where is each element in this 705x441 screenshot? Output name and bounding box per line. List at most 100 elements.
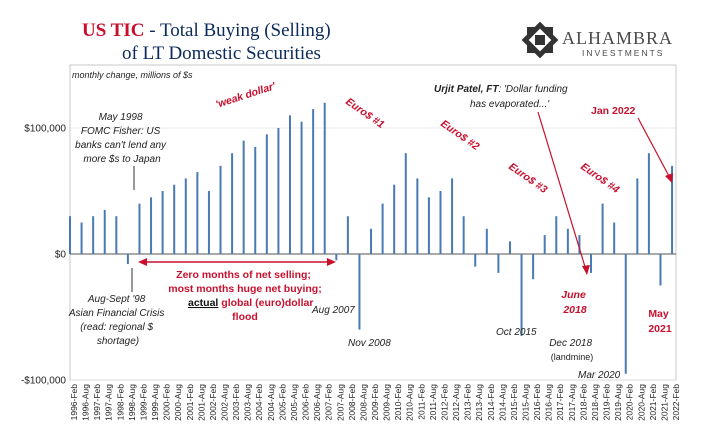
y-tick-label: -$100,000: [21, 376, 66, 387]
x-tick-label: 2018-Aug: [590, 384, 600, 421]
x-tick-label: 2011-Feb: [416, 384, 426, 420]
bar: [312, 109, 315, 254]
annotation-patel: Urjit Patel, FT: 'Dollar funding: [434, 84, 568, 95]
x-tick-label: 2020-Feb: [625, 384, 635, 421]
annotation-euro3: Euro$ #3: [506, 161, 549, 196]
x-tick-label: 2010-Feb: [393, 384, 403, 421]
logo-name: ALHAMBRA: [562, 28, 673, 48]
bar: [659, 254, 662, 286]
x-tick-label: 2009-Aug: [382, 384, 392, 421]
annotation-aug2007: Aug 2007: [311, 305, 355, 316]
patel-arrow: [537, 111, 587, 271]
annotation-nov2008: Nov 2008: [348, 338, 391, 349]
x-tick-label: 2000-Aug: [173, 384, 183, 421]
x-tick-label: 2020-Aug: [636, 384, 646, 421]
bar: [126, 254, 129, 265]
annotation-augsept98: Aug-Sept '98 Asian Financial Crisis (rea…: [68, 294, 167, 347]
bar: [80, 222, 83, 254]
bar: [138, 203, 141, 254]
bars: [69, 102, 674, 374]
x-tick-label: 2001-Aug: [196, 384, 206, 421]
x-tick-label: 2004-Aug: [266, 384, 276, 421]
jan2022-arrow-head: [665, 173, 673, 183]
bar: [115, 216, 118, 254]
x-tick-label: 2003-Feb: [231, 384, 241, 421]
bar: [335, 254, 338, 261]
x-tick-label: 1997-Feb: [92, 384, 102, 421]
annotation-euro1: Euro$ #1: [343, 96, 386, 131]
x-tick-label: 2021-Aug: [659, 384, 669, 421]
x-tick-label: 2003-Aug: [243, 384, 253, 421]
bar: [636, 178, 639, 254]
annotation-zero-months-4: flood: [232, 311, 258, 323]
annotation-euro4: Euro$ #4: [578, 161, 621, 196]
x-tick-label: 2014-Aug: [497, 384, 507, 421]
bar: [590, 254, 593, 273]
x-tick-label: 2007-Feb: [324, 384, 334, 421]
x-tick-label: 2002-Aug: [220, 384, 230, 421]
bar: [69, 216, 71, 254]
bar: [555, 216, 558, 254]
bar: [254, 146, 257, 254]
alhambra-star-icon: [521, 21, 559, 59]
annotation-dec2018: Dec 2018 (landmine): [549, 338, 595, 362]
bar: [242, 140, 245, 254]
arrow-head-right: [327, 258, 336, 266]
x-tick-label: 2001-Feb: [185, 384, 195, 421]
bar: [265, 134, 268, 254]
bar: [393, 184, 396, 254]
x-tick-label: 2009-Feb: [370, 384, 380, 421]
bar: [219, 165, 222, 254]
bar: [474, 254, 477, 267]
bar: [404, 153, 407, 254]
x-tick-label: 2007-Aug: [335, 384, 345, 421]
chart-title-line2: of LT Domestic Securities: [122, 43, 321, 64]
annotation-zero-months: Zero months of net selling; most months …: [168, 269, 321, 295]
x-tick-label: 1999-Aug: [150, 384, 160, 421]
bar: [346, 216, 349, 254]
x-tick-label: 1997-Aug: [104, 384, 114, 421]
x-tick-label: 2022-Feb: [671, 384, 681, 421]
bar: [150, 197, 153, 254]
logo-sub: INVESTMENTS: [582, 48, 664, 58]
x-tick-label: 2000-Feb: [162, 384, 172, 421]
x-tick-label: 2019-Feb: [602, 384, 612, 421]
x-tick-label: 2013-Feb: [463, 384, 473, 421]
bar: [532, 254, 535, 280]
bar: [300, 121, 303, 254]
y-tick-label: $0: [55, 250, 67, 261]
bar: [578, 235, 581, 254]
x-tick-label: 2021-Feb: [648, 384, 658, 421]
annotation-may2021: May 2021: [648, 308, 672, 335]
bar: [231, 153, 234, 254]
annotation-june2018: June 2018: [561, 289, 588, 316]
annotation-jan2022: Jan 2022: [591, 105, 636, 117]
bar: [451, 178, 454, 254]
x-tick-label: 1996-Feb: [69, 384, 79, 421]
bar: [462, 216, 465, 254]
bar: [671, 165, 674, 254]
x-tick-label: 1996-Aug: [81, 384, 91, 421]
bar: [207, 191, 210, 254]
annotation-patel-2: has evaporated...': [470, 99, 550, 110]
bar: [497, 254, 500, 273]
annotation-zero-months-3: actual global (euro)dollar: [188, 297, 313, 309]
x-tick-label: 2012-Feb: [440, 384, 450, 421]
bar: [370, 228, 373, 254]
x-tick-label: 2019-Aug: [613, 384, 623, 421]
bar: [323, 102, 326, 254]
x-tick-label: 2005-Aug: [289, 384, 299, 421]
x-tick-label: 1998-Feb: [115, 384, 125, 421]
chart-subtitle: monthly change, millions of $s: [72, 70, 193, 80]
x-tick-label: 2012-Aug: [451, 384, 461, 421]
bar: [184, 178, 187, 254]
bar: [543, 235, 546, 254]
patel-arrow-head: [582, 265, 590, 275]
bar: [173, 184, 176, 254]
bar: [358, 254, 361, 330]
bar: [381, 203, 384, 254]
x-tick-label: 2005-Feb: [277, 384, 287, 421]
bar: [613, 222, 616, 254]
x-tick-label: 2011-Aug: [428, 384, 438, 421]
